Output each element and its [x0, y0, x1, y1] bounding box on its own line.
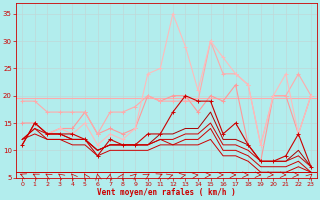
X-axis label: Vent moyen/en rafales ( km/h ): Vent moyen/en rafales ( km/h ): [97, 188, 236, 197]
